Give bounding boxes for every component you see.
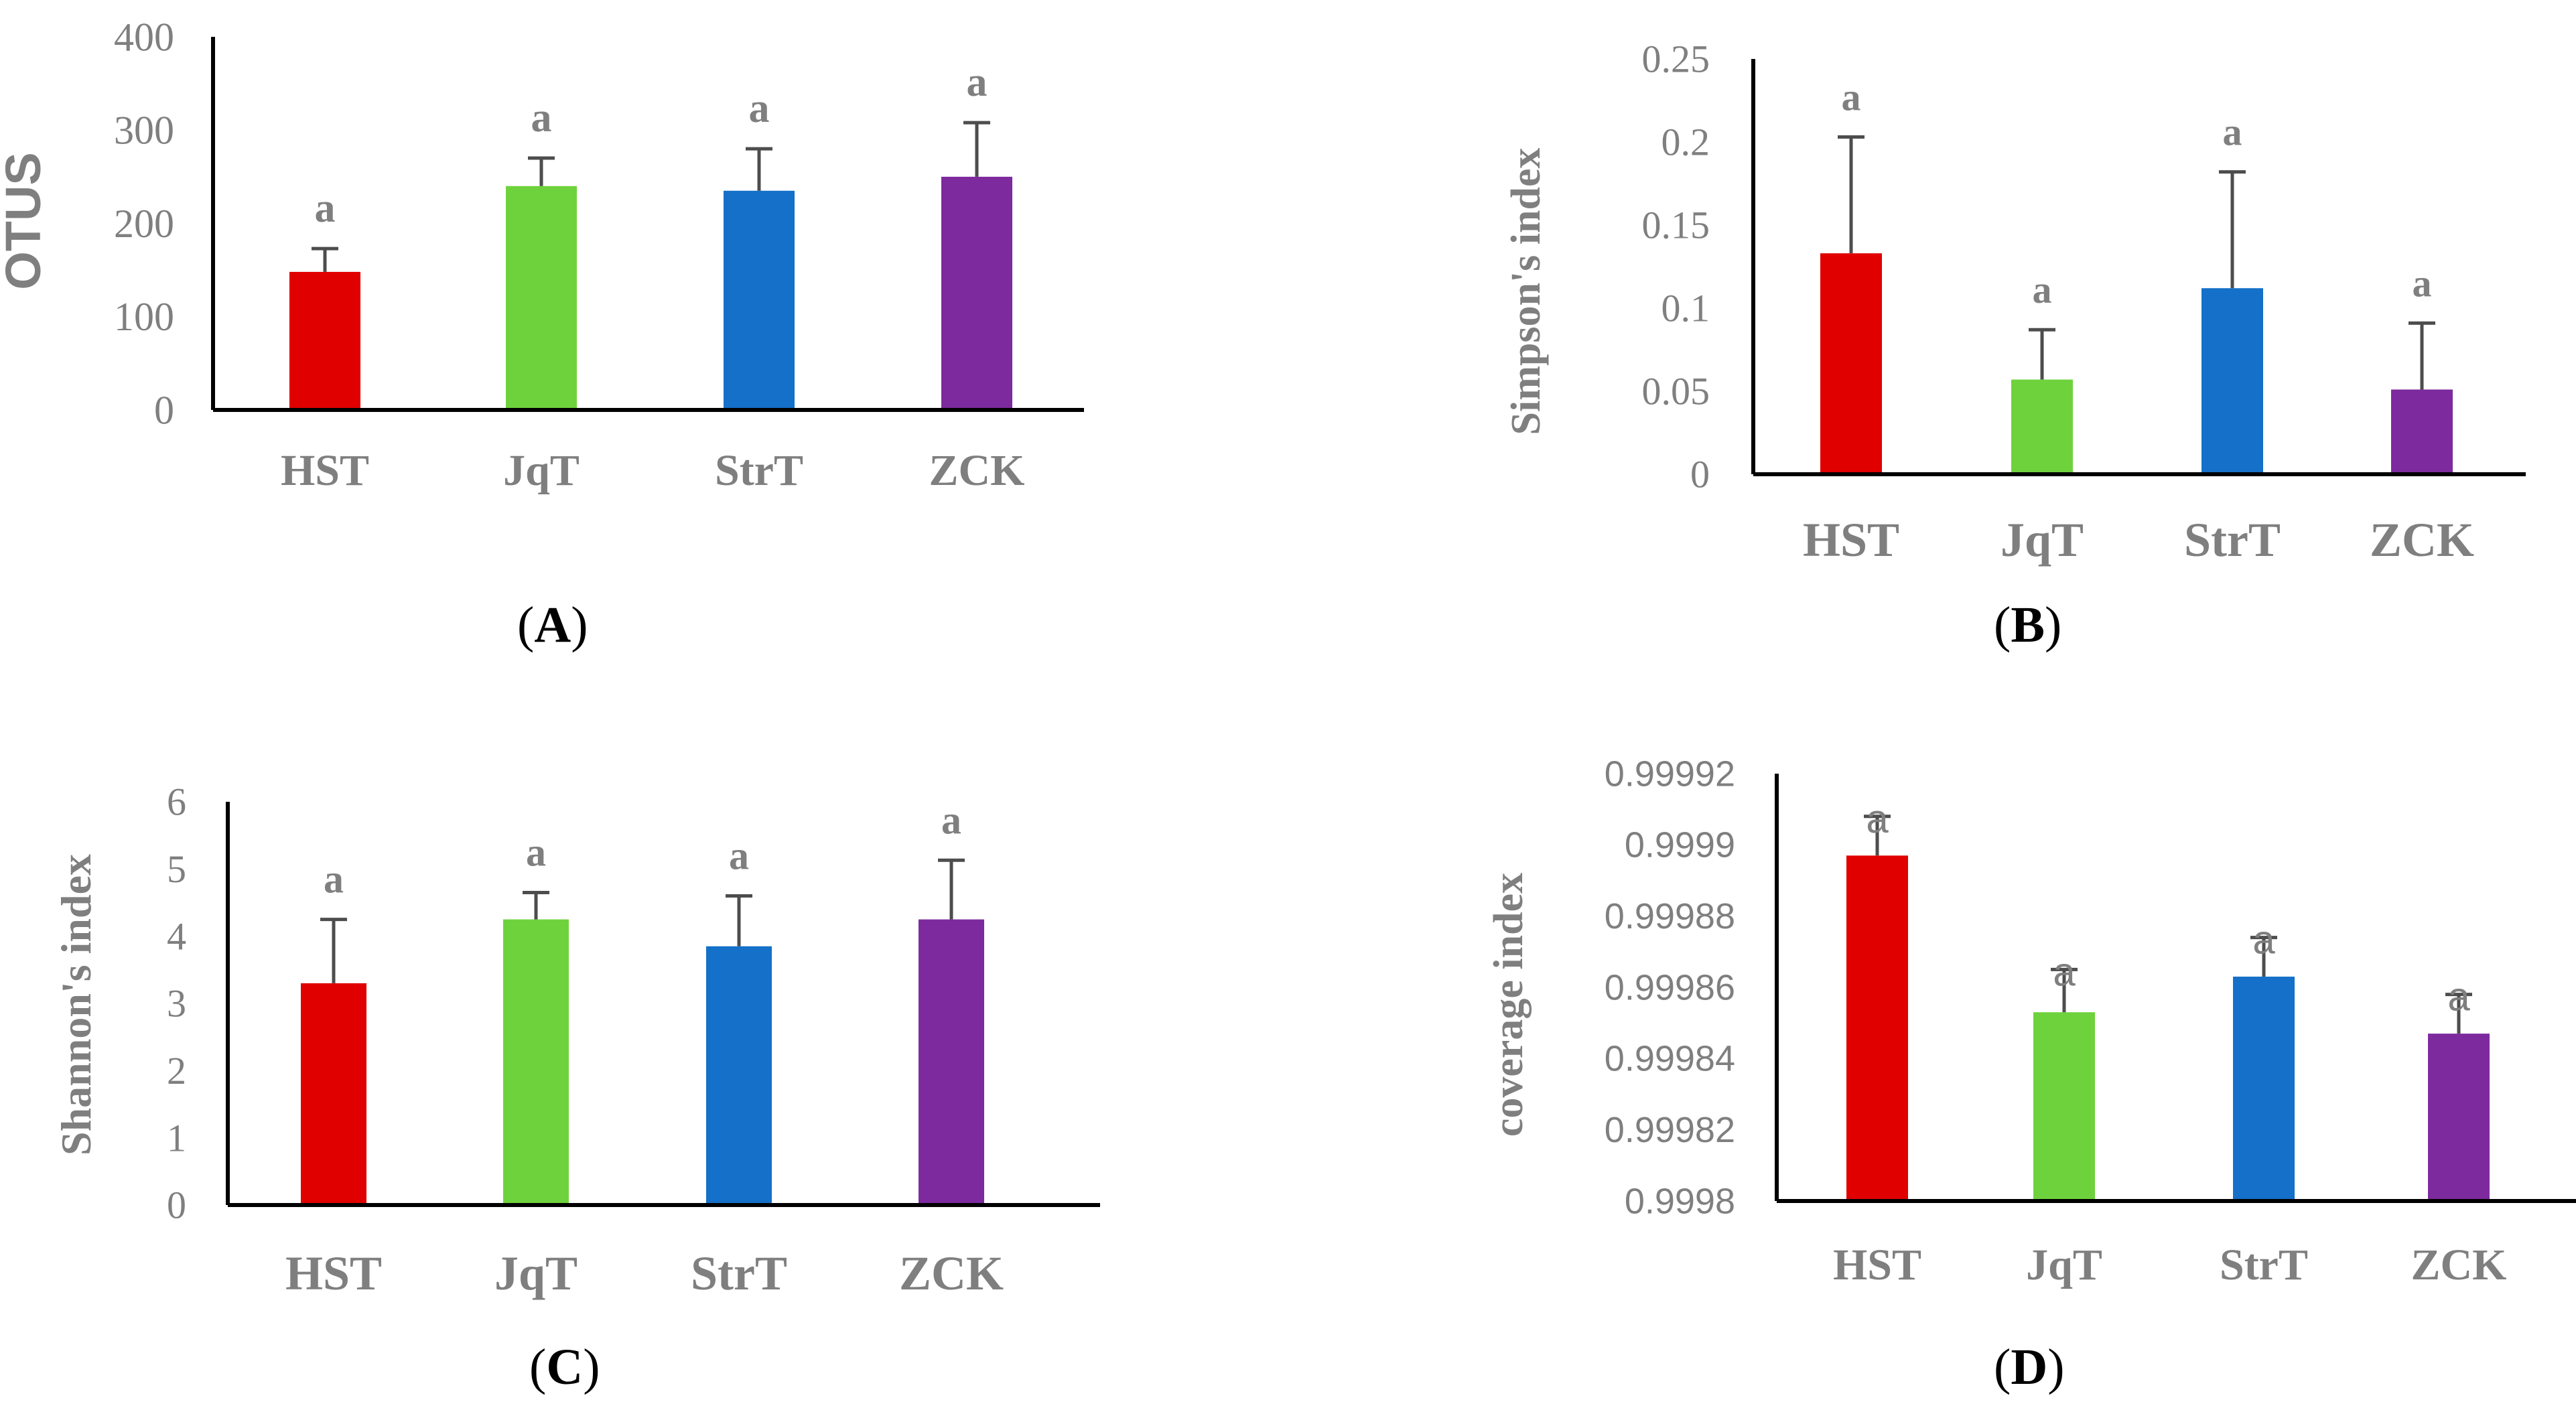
- panel-c-ytick-label: 2: [167, 1049, 186, 1092]
- panel-d-bar-hst: [1846, 855, 1908, 1201]
- panel-a-ytick-label: 100: [114, 295, 174, 339]
- panel-b-ytick-label: 0.05: [1642, 370, 1710, 413]
- panel-a-ylabel: OTUS: [0, 152, 51, 290]
- panel-b-sig-letter: a: [2413, 261, 2432, 305]
- panel-b-sig-letter: a: [1842, 76, 1861, 119]
- panel-c-bar-jqt: [503, 919, 569, 1205]
- panel-c-ytick-label: 5: [167, 847, 186, 891]
- panel-a-bar-hst: [289, 271, 360, 410]
- panel-a-category-label: StrT: [715, 446, 803, 495]
- panel-a-ytick-label: 200: [114, 202, 174, 246]
- panel-c-ytick-label: 0: [167, 1184, 186, 1227]
- panel-d-sig-letter: a: [2053, 949, 2076, 994]
- panel-d-category-label: HST: [1833, 1241, 1921, 1289]
- panel-label-c: (C): [529, 1339, 600, 1395]
- panel-a-category-label: ZCK: [929, 446, 1024, 495]
- panel-c-category-label: ZCK: [899, 1247, 1004, 1300]
- panel-d-ylabel: coverage index: [1486, 873, 1532, 1137]
- panel-b-category-label: JqT: [2001, 513, 2084, 567]
- panel-b-category-label: HST: [1803, 513, 1899, 567]
- panel-c-sig-letter: a: [526, 830, 546, 874]
- panel-b-ytick-label: 0.15: [1642, 204, 1710, 247]
- panel-d-ytick-label: 0.9998: [1625, 1181, 1735, 1221]
- panel-b-bar-hst: [1820, 253, 1882, 474]
- panel-c-ytick-label: 3: [167, 982, 186, 1026]
- panel-a-category-label: HST: [281, 446, 369, 495]
- panel-a-ytick-label: 300: [114, 109, 174, 153]
- panel-b-bar-strt: [2201, 288, 2263, 474]
- panel-d-ytick-label: 0.99986: [1605, 967, 1735, 1007]
- panel-c-sig-letter: a: [941, 798, 961, 842]
- panel-d-bar-jqt: [2033, 1012, 2095, 1201]
- panel-c-sig-letter: a: [729, 833, 749, 877]
- panel-d-bar-zck: [2428, 1034, 2490, 1201]
- panel-d-ytick-label: 0.99992: [1605, 754, 1735, 794]
- panel-c-ytick-label: 6: [167, 780, 186, 824]
- panel-b-ylabel: Simpson's index: [1503, 147, 1549, 435]
- panel-c-category-label: HST: [285, 1247, 382, 1300]
- panel-c-ytick-label: 4: [167, 914, 186, 958]
- panel-b-category-label: StrT: [2184, 513, 2281, 567]
- panel-b-sig-letter: a: [2033, 268, 2052, 311]
- panel-c-ylabel: Shannon's index: [52, 854, 100, 1155]
- panel-a-bar-jqt: [506, 186, 577, 410]
- panel-a-bar-zck: [941, 176, 1012, 410]
- panel-b-ytick-label: 0: [1690, 453, 1710, 496]
- panel-label-d: (D): [1994, 1339, 2065, 1395]
- panel-a-sig-letter: a: [749, 86, 770, 131]
- panel-d-category-label: JqT: [2026, 1241, 2102, 1289]
- panel-d-ytick-label: 0.9999: [1625, 825, 1735, 865]
- panel-b-ytick-label: 0.1: [1662, 287, 1710, 330]
- panel-b-bar-zck: [2391, 389, 2453, 474]
- panel-label-a: (A): [517, 597, 588, 653]
- panel-a-sig-letter: a: [531, 95, 552, 141]
- panel-d-ytick-label: 0.99982: [1605, 1110, 1735, 1150]
- panel-d-bar-strt: [2233, 977, 2295, 1201]
- panel-d-category-label: StrT: [2220, 1241, 2308, 1289]
- panel-c-category-label: JqT: [494, 1247, 578, 1300]
- panel-b-ytick-label: 0.2: [1662, 121, 1710, 164]
- panel-a-ytick-label: 400: [114, 15, 174, 59]
- panel-c-category-label: StrT: [691, 1247, 787, 1300]
- panel-label-b: (B): [1994, 597, 2062, 653]
- panel-c-bar-strt: [706, 946, 772, 1205]
- panel-b-ytick-label: 0.25: [1642, 38, 1710, 81]
- panel-a-bar-strt: [724, 190, 795, 410]
- panel-a-ytick-label: 0: [154, 388, 174, 432]
- panel-d-sig-letter: a: [2252, 918, 2275, 963]
- panel-d-ytick-label: 0.99988: [1605, 896, 1735, 936]
- panel-d-sig-letter: a: [2447, 975, 2470, 1019]
- panel-d-category-label: ZCK: [2411, 1241, 2506, 1289]
- panel-a-sig-letter: a: [315, 186, 336, 231]
- panel-c-sig-letter: a: [324, 857, 344, 902]
- panel-c-bar-zck: [919, 919, 984, 1205]
- panel-a-category-label: JqT: [503, 446, 580, 495]
- panel-d-sig-letter: a: [1866, 796, 1889, 841]
- panel-b-bar-jqt: [2011, 379, 2073, 474]
- panel-a-sig-letter: a: [967, 60, 988, 105]
- panel-d-ytick-label: 0.99984: [1605, 1039, 1735, 1079]
- panel-b-category-label: ZCK: [2370, 513, 2474, 567]
- panel-c-ytick-label: 1: [167, 1116, 186, 1159]
- panel-c-bar-hst: [301, 983, 366, 1205]
- panel-b-sig-letter: a: [2223, 111, 2242, 154]
